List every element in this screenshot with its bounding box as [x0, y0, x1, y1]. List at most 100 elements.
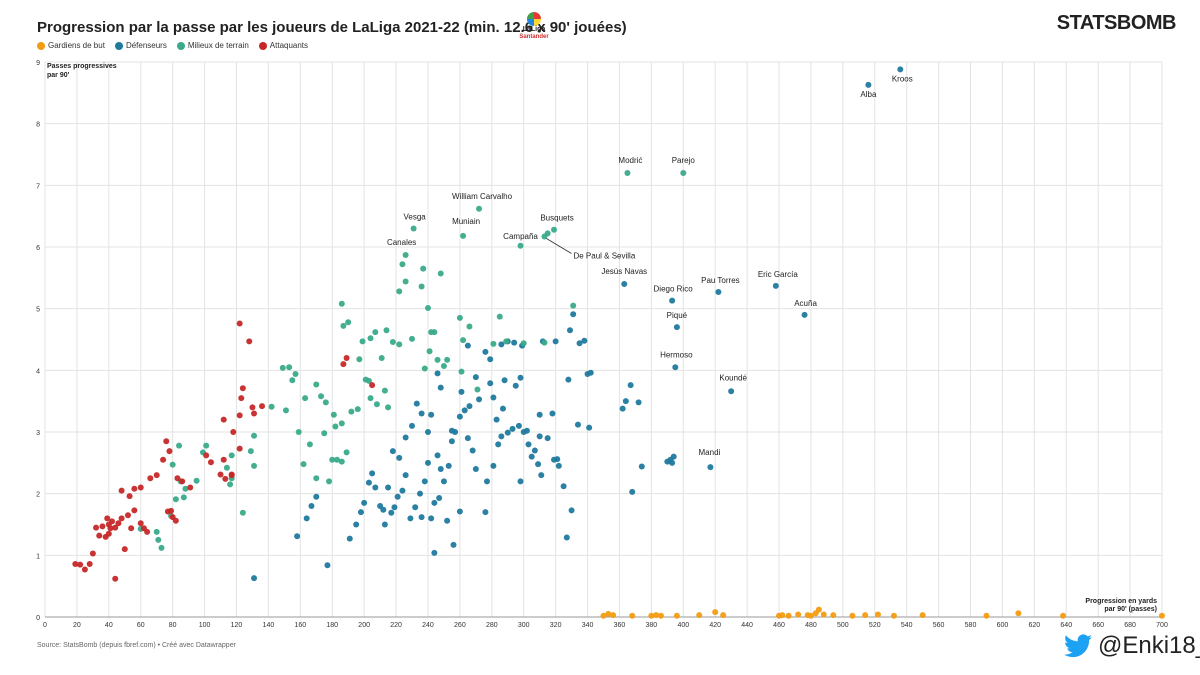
legend-label-midfielders: Milieux de terrain [187, 41, 249, 50]
point-d-fenseurs [437, 384, 444, 391]
point-milieux-de-terrain [326, 478, 333, 485]
point-attaquants [112, 524, 119, 531]
y-axis-title: Passes progressives [47, 63, 117, 70]
point-d-fenseurs [469, 447, 476, 454]
point-milieux-de-terrain [458, 368, 465, 375]
point-d-fenseurs [672, 364, 679, 371]
x-tick-label: 540 [901, 622, 913, 629]
point-d-fenseurs [584, 371, 591, 378]
point-d-fenseurs [528, 453, 535, 460]
legend-dot-attackers [258, 41, 267, 50]
point-d-fenseurs [501, 377, 508, 384]
point-d-fenseurs [436, 494, 443, 501]
x-tick-label: 440 [741, 622, 753, 629]
legend-dot-goalkeepers [37, 41, 45, 50]
point-milieux-de-terrain [300, 461, 307, 468]
point-attaquants [137, 520, 144, 527]
point-milieux-de-terrain [402, 252, 409, 259]
point-d-fenseurs [576, 340, 583, 347]
point-gardiens-de-but [919, 612, 926, 619]
y-axis-title: par 90' [47, 72, 70, 79]
point-d-fenseurs [385, 484, 392, 491]
x-tick-label: 580 [965, 622, 977, 629]
point-gardiens-de-but [1159, 612, 1165, 619]
point-attaquants [236, 412, 243, 419]
point-attaquants [249, 404, 256, 411]
point-d-fenseurs [707, 464, 714, 471]
point-attaquants [187, 484, 194, 491]
point-milieux-de-terrain [381, 387, 388, 394]
point-attaquants [163, 438, 170, 445]
point-milieux-de-terrain [460, 337, 467, 344]
point-d-fenseurs [369, 470, 376, 477]
player-label: Canales [387, 238, 416, 247]
point-milieux-de-terrain [268, 403, 275, 410]
point-gardiens-de-but [983, 612, 990, 619]
legend-item-goalkeepers[interactable]: Gardiens de but [37, 41, 105, 50]
player-label: Acuña [794, 299, 817, 308]
x-tick-label: 340 [582, 622, 594, 629]
x-tick-label: 260 [454, 622, 466, 629]
point-attaquants [259, 403, 266, 410]
x-tick-label: 180 [326, 622, 338, 629]
legend-dot-midfielders [176, 41, 185, 50]
point-gardiens-de-but [849, 612, 856, 619]
point-d-fenseurs [673, 324, 680, 331]
laliga-sponsor-text: Santander [519, 34, 549, 40]
point-d-fenseurs [560, 483, 567, 490]
point-attaquants [228, 471, 235, 478]
point-attaquants [207, 459, 214, 466]
point-milieux-de-terrain [520, 340, 527, 347]
point-d-fenseurs [394, 493, 401, 500]
point-d-fenseurs [464, 435, 471, 442]
point-milieux-de-terrain [410, 225, 417, 232]
twitter-credit[interactable]: @Enki18_ [1064, 632, 1200, 660]
player-label: Muniain [452, 217, 480, 226]
point-milieux-de-terrain [396, 288, 403, 295]
point-d-fenseurs [482, 348, 489, 355]
y-tick-label: 4 [36, 368, 40, 375]
point-milieux-de-terrain [680, 170, 687, 176]
point-milieux-de-terrain [228, 452, 235, 459]
point-d-fenseurs [380, 506, 387, 513]
point-milieux-de-terrain [365, 377, 372, 384]
point-d-fenseurs [251, 575, 258, 582]
x-tick-label: 680 [1124, 622, 1136, 629]
point-attaquants [147, 475, 154, 482]
point-d-fenseurs [484, 478, 491, 485]
x-tick-label: 40 [105, 622, 113, 629]
legend-item-midfielders[interactable]: Milieux de terrain [176, 41, 249, 50]
x-tick-label: 660 [1092, 622, 1104, 629]
point-milieux-de-terrain [227, 481, 234, 488]
legend-item-defenders[interactable]: Défenseurs [114, 41, 167, 50]
point-attaquants [72, 560, 79, 567]
y-tick-label: 9 [36, 60, 40, 67]
y-tick-label: 8 [36, 122, 40, 129]
twitter-bird-icon [1064, 634, 1092, 658]
point-gardiens-de-but [807, 612, 814, 619]
point-d-fenseurs [421, 478, 428, 485]
point-d-fenseurs [456, 508, 463, 515]
point-d-fenseurs [448, 427, 455, 434]
point-d-fenseurs [536, 433, 543, 440]
player-label: Jesús Navas [601, 267, 647, 276]
point-attaquants [131, 485, 138, 492]
point-gardiens-de-but [653, 612, 660, 619]
legend-item-attackers[interactable]: Attaquants [258, 41, 308, 50]
point-milieux-de-terrain [193, 477, 200, 484]
point-milieux-de-terrain [302, 395, 309, 402]
x-tick-label: 60 [137, 622, 145, 629]
point-gardiens-de-but [610, 612, 617, 619]
x-tick-label: 20 [73, 622, 81, 629]
point-d-fenseurs [535, 461, 542, 468]
point-attaquants [107, 525, 114, 532]
point-attaquants [93, 524, 100, 531]
legend: Gardiens de but Défenseurs Milieux de te… [37, 41, 308, 50]
point-d-fenseurs [619, 405, 626, 412]
point-gardiens-de-but [785, 612, 792, 619]
x-tick-label: 420 [709, 622, 721, 629]
point-gardiens-de-but [720, 612, 727, 619]
point-milieux-de-terrain [282, 407, 289, 414]
point-attaquants [220, 456, 227, 463]
